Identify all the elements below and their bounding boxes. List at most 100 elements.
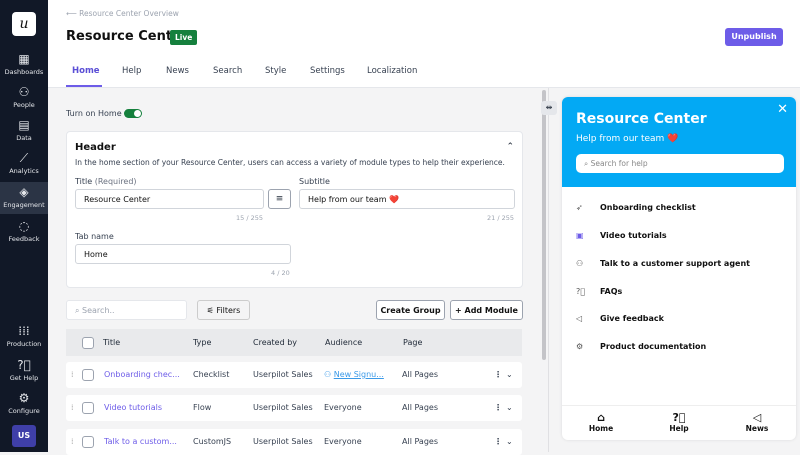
table-row[interactable]: ⁞ Talk to a custom... CustomJS Userpilot… [66,429,522,455]
required-label: (Required) [94,177,137,186]
drag-handle-icon[interactable]: ⁞ [71,403,74,412]
preview-item-feedback[interactable]: ◁ Give feedback [576,314,664,323]
column-type: Type [193,338,212,347]
more-icon[interactable]: ⋮ [494,403,502,412]
breadcrumb[interactable]: ⟵ Resource Center Overview [66,9,179,18]
footer-tab-news[interactable]: ◁ News [718,411,796,433]
question-icon: ?⃝ [576,287,586,296]
sidebar-item-analytics[interactable]: ⟋ Analytics [0,150,48,178]
preview-item-onboarding[interactable]: ➶ Onboarding checklist [576,203,696,212]
people-icon: ⚇ [576,259,584,268]
collapse-chevron-icon[interactable]: ⌃ [506,142,514,152]
preview-item-documentation[interactable]: ⚙ Product documentation [576,342,707,351]
audience-icon: ⚇ [324,370,334,379]
preview-footer: ⌂ Home ?⃝ Help ◁ News [562,405,796,440]
sidebar-item-dashboards[interactable]: ▦ Dashboards [0,51,48,79]
row-title-link[interactable]: Talk to a custom... [104,437,177,446]
home-icon: ⌂ [597,411,605,424]
more-icon[interactable]: ⋮ [494,370,502,379]
sidebar-item-configure[interactable]: ⚙ Configure [0,390,48,418]
tab-settings[interactable]: Settings [310,66,345,76]
table-row[interactable]: ⁞ Video tutorials Flow Userpilot Sales E… [66,395,522,421]
preview-item-support[interactable]: ⚇ Talk to a customer support agent [576,259,751,268]
row-audience: Everyone [324,437,362,446]
unpublish-button[interactable]: Unpublish [725,28,783,46]
tab-name-input[interactable]: Home [75,244,291,264]
video-icon: ▣ [576,231,584,240]
title-label: Title [75,177,93,186]
gear-icon: ⚙ [576,342,584,351]
preview-item-video[interactable]: ▣ Video tutorials [576,231,667,240]
close-icon[interactable]: ✕ [777,102,788,117]
sidebar-item-engagement[interactable]: ◈ Engagement [0,182,48,214]
tab-style[interactable]: Style [265,66,287,76]
page-title: Resource Center [66,29,188,44]
row-title-link[interactable]: Video tutorials [104,403,162,412]
footer-tab-help[interactable]: ?⃝ Help [640,411,718,433]
chat-icon: ◌ [18,219,30,233]
tab-home[interactable]: Home [72,66,100,76]
row-created-by: Userpilot Sales [253,437,313,446]
people-icon: ⚇ [18,85,30,99]
resize-handle-icon[interactable]: ⇹ [541,101,557,115]
tab-news[interactable]: News [166,66,189,76]
column-title: Title [103,338,121,347]
create-group-button[interactable]: Create Group [376,300,445,320]
data-icon: ▤ [18,118,30,132]
help-icon: ?⃝ [17,358,31,372]
toggle-label: Turn on Home [66,109,122,118]
page-header: ⟵ Resource Center Overview Resource Cent… [48,0,800,88]
preview-search-input[interactable]: ⌕ Search for help [576,154,784,173]
search-input[interactable]: ⌕ Search.. [66,300,187,320]
sidebar-item-feedback[interactable]: ◌ Feedback [0,218,48,246]
row-created-by: Userpilot Sales [253,403,313,412]
preview-item-faqs[interactable]: ?⃝ FAQs [576,287,623,296]
title-input[interactable]: Resource Center [75,189,264,209]
subtitle-input[interactable]: Help from our team ❤️ [299,189,515,209]
card-title: Header [75,142,116,153]
subtitle-counter: 21 / 255 [487,214,514,222]
row-checkbox[interactable] [82,369,94,381]
avatar[interactable]: US [12,425,36,447]
sidebar-item-get-help[interactable]: ?⃝ Get Help [0,357,48,385]
plus-icon: + [455,306,465,315]
sidebar-item-people[interactable]: ⚇ People [0,84,48,112]
column-page: Page [403,338,423,347]
scrollbar[interactable] [542,90,546,360]
select-all-checkbox[interactable] [82,337,94,349]
drag-handle-icon[interactable]: ⁞ [71,370,74,379]
preview-title: Resource Center [576,111,707,127]
footer-tab-home[interactable]: ⌂ Home [562,411,640,433]
row-checkbox[interactable] [82,436,94,448]
row-title-link[interactable]: Onboarding chec... [104,370,180,379]
help-icon: ?⃝ [672,411,686,424]
filter-icon: ⚟ [206,306,217,315]
grid-icon: ▦ [18,52,30,66]
sidebar-item-production[interactable]: ⁞⁞⁞ Production [0,323,48,351]
filters-button[interactable]: ⚟ Filters [197,300,250,320]
logo[interactable]: u [12,12,36,36]
add-module-button[interactable]: + Add Module [450,300,523,320]
card-description: In the home section of your Resource Cen… [75,158,505,167]
home-toggle[interactable] [124,109,142,118]
tab-name-label: Tab name [75,232,114,241]
sidebar-item-data[interactable]: ▤ Data [0,117,48,145]
row-checkbox[interactable] [82,402,94,414]
tab-localization[interactable]: Localization [367,66,418,76]
chevron-down-icon[interactable]: ⌄ [506,403,513,412]
sidebar: u ▦ Dashboards ⚇ People ▤ Data ⟋ Analytics ◈… [0,0,48,452]
audience-link[interactable]: New Signu... [333,370,384,379]
row-page: All Pages [402,403,438,412]
table-row[interactable]: ⁞ Onboarding chec... Checklist Userpilot… [66,362,522,388]
apps-icon: ⁞⁞⁞ [18,324,30,338]
tab-search[interactable]: Search [213,66,243,76]
drag-handle-icon[interactable]: ⁞ [71,437,74,446]
title-counter: 15 / 255 [236,214,263,222]
chevron-down-icon[interactable]: ⌄ [506,437,513,446]
more-icon[interactable]: ⋮ [494,437,502,446]
personalize-button[interactable]: ≡ [268,189,291,209]
rocket-icon: ➶ [576,203,583,212]
chevron-down-icon[interactable]: ⌄ [506,370,513,379]
back-arrow-icon: ⟵ [66,9,80,18]
tab-help[interactable]: Help [122,66,142,76]
